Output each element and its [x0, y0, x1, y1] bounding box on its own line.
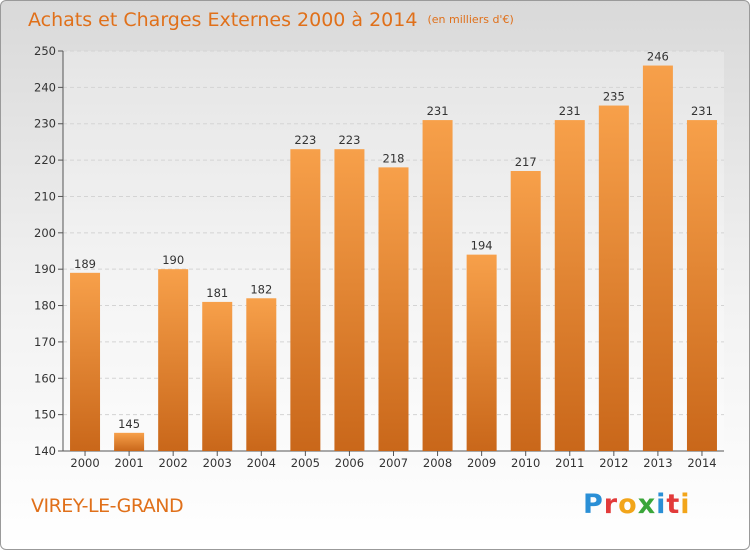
x-tick-label: 2005 — [291, 456, 320, 470]
x-tick-label: 2004 — [247, 456, 276, 470]
bar — [246, 298, 277, 451]
logo-letter: t — [666, 489, 681, 520]
chart-subtitle: (en milliers d'€) — [427, 13, 514, 26]
y-tick-label: 230 — [34, 117, 56, 131]
bar — [554, 120, 585, 451]
logo-letter: i — [656, 489, 667, 520]
bar-value-label: 235 — [603, 90, 625, 104]
y-tick-label: 180 — [34, 299, 56, 313]
y-tick-label: 240 — [34, 80, 56, 94]
y-tick-label: 220 — [34, 153, 56, 167]
bar — [686, 120, 717, 451]
bar — [466, 254, 497, 451]
bar — [202, 301, 233, 451]
x-tick-label: 2009 — [467, 456, 496, 470]
logo-letter: o — [618, 489, 638, 520]
y-tick-label: 170 — [34, 335, 56, 349]
x-tick-label: 2003 — [203, 456, 232, 470]
bar — [70, 272, 101, 451]
logo-letter: x — [637, 489, 657, 520]
chart-title: Achats et Charges Externes 2000 à 2014 (e… — [28, 9, 514, 31]
y-tick-label: 250 — [34, 44, 56, 58]
bar-value-label: 231 — [427, 104, 449, 118]
bar-value-label: 223 — [294, 133, 316, 147]
bar-value-label: 223 — [338, 133, 360, 147]
bar — [334, 149, 365, 451]
bar-value-label: 246 — [647, 50, 669, 64]
bar — [598, 105, 629, 451]
x-tick-label: 2006 — [335, 456, 364, 470]
x-tick-label: 2007 — [379, 456, 408, 470]
y-tick-label: 140 — [34, 444, 56, 458]
bar-value-label: 190 — [162, 253, 184, 267]
logo-letter: P — [583, 489, 604, 520]
bar — [510, 171, 541, 451]
bar-value-label: 194 — [471, 239, 493, 253]
bar-value-label: 181 — [206, 286, 228, 300]
x-tick-label: 2010 — [511, 456, 540, 470]
x-tick-label: 2008 — [423, 456, 452, 470]
x-tick-label: 2014 — [687, 456, 716, 470]
bar-value-label: 231 — [559, 104, 581, 118]
bar-value-label: 182 — [250, 282, 272, 296]
bar — [158, 269, 189, 451]
y-tick-label: 210 — [34, 189, 56, 203]
x-tick-label: 2000 — [70, 456, 99, 470]
bar — [378, 167, 409, 451]
bar — [422, 120, 453, 451]
x-tick-label: 2013 — [643, 456, 672, 470]
y-tick-label: 160 — [34, 371, 56, 385]
bar-value-label: 189 — [74, 257, 96, 271]
x-tick-label: 2012 — [599, 456, 628, 470]
y-tick-label: 200 — [34, 226, 56, 240]
x-tick-label: 2001 — [114, 456, 143, 470]
proxiti-logo: Proxiti — [583, 489, 691, 520]
x-tick-label: 2011 — [555, 456, 584, 470]
bar — [114, 432, 145, 451]
bar-value-label: 231 — [691, 104, 713, 118]
bar-value-label: 217 — [515, 155, 537, 169]
x-tick-label: 2002 — [159, 456, 188, 470]
y-tick-label: 150 — [34, 408, 56, 422]
place-name: VIREY-LE-GRAND — [31, 495, 184, 517]
logo-letter: r — [603, 489, 619, 520]
bar-value-label: 218 — [383, 151, 405, 165]
bar — [290, 149, 321, 451]
bar — [642, 65, 673, 451]
bar-value-label: 145 — [118, 417, 140, 431]
logo-letter: i — [680, 489, 691, 520]
y-tick-label: 190 — [34, 262, 56, 276]
